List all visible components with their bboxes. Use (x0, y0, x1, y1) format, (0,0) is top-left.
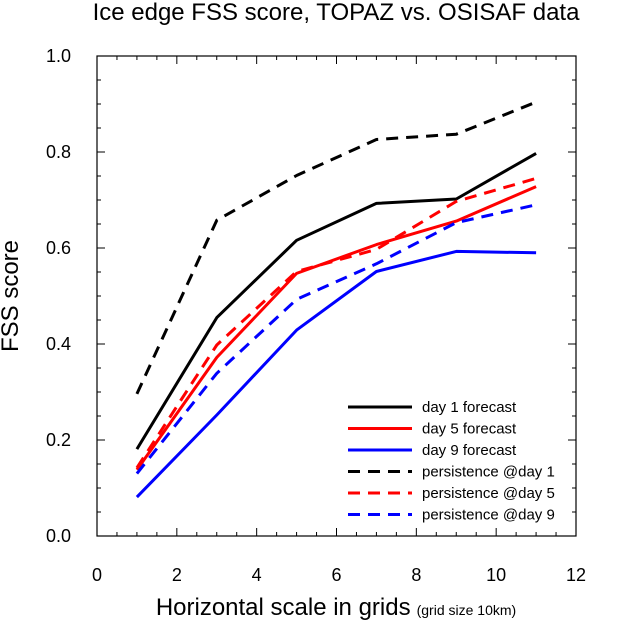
y-tick-label: 0.8 (46, 142, 71, 162)
y-axis-label: FSS score (0, 240, 24, 352)
legend-label: persistence @day 5 (422, 485, 555, 502)
axis-ticks: 0 2 4 6 8 10 12 0.0 0.2 0.4 0.6 0.8 1.0 (46, 46, 586, 585)
series-line (135, 185, 537, 471)
legend-label: day 1 forecast (422, 399, 517, 416)
x-tick-label: 6 (331, 565, 341, 585)
legend-label: day 9 forecast (422, 442, 517, 459)
y-tick-label: 0.6 (46, 238, 71, 258)
y-tick-label: 0.2 (46, 430, 71, 450)
legend-label: persistence @day 1 (422, 464, 555, 481)
x-tick-label: 4 (252, 565, 262, 585)
chart-title: Ice edge FSS score, TOPAZ vs. OSISAF dat… (93, 0, 581, 26)
legend: day 1 forecast day 5 forecast day 9 foreca… (348, 399, 555, 524)
y-tick-label: 0.4 (46, 334, 71, 354)
y-tick-label: 1.0 (46, 46, 71, 66)
x-tick-label: 8 (411, 565, 421, 585)
x-axis-label-note: (grid size 10km) (417, 602, 517, 618)
x-tick-label: 10 (486, 565, 506, 585)
legend-label: persistence @day 9 (422, 507, 555, 524)
series-lines (135, 100, 537, 499)
x-axis-label-line: Horizontal scale in grids (grid size 10km… (156, 594, 516, 621)
plot-frame (96, 55, 577, 537)
legend-label: day 5 forecast (422, 421, 517, 438)
x-axis-label: Horizontal scale in grids (156, 594, 411, 621)
series-line (135, 100, 537, 395)
x-tick-label: 0 (92, 565, 102, 585)
y-axis-label-group: FSS score (0, 240, 24, 352)
series-line (135, 176, 537, 469)
series-line (135, 152, 537, 450)
x-tick-label: 12 (566, 565, 586, 585)
y-tick-label: 0.0 (46, 526, 71, 546)
series-line (135, 249, 537, 499)
series-line (135, 203, 537, 475)
x-tick-label: 2 (172, 565, 182, 585)
